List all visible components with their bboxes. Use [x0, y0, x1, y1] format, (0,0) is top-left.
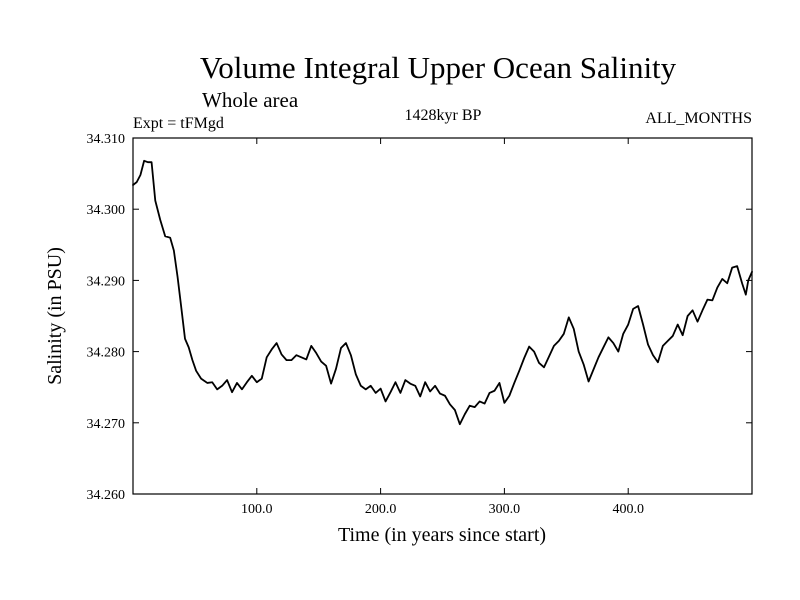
- x-tick-label: 400.0: [612, 502, 644, 517]
- chart-root: Volume Integral Upper Ocean Salinity Who…: [0, 0, 800, 600]
- x-tick-label: 300.0: [489, 502, 521, 517]
- x-axis-title: Time (in years since start): [338, 524, 546, 546]
- y-tick-label: 34.300: [87, 203, 126, 218]
- salinity-series-line: [133, 161, 752, 424]
- x-tick-label: 200.0: [365, 502, 397, 517]
- y-axis-title: Salinity (in PSU): [44, 247, 66, 385]
- y-axis-tick-labels: 34.260 34.270 34.280 34.290 34.300 34.310: [87, 132, 126, 503]
- period-label: 1428kyr BP: [405, 107, 482, 124]
- y-tick-label: 34.270: [87, 417, 126, 432]
- chart-title: Volume Integral Upper Ocean Salinity: [200, 50, 677, 85]
- y-axis-ticks: [133, 138, 752, 494]
- x-axis-ticks: [257, 138, 628, 494]
- y-tick-label: 34.280: [87, 346, 126, 361]
- chart-subtitle: Whole area: [202, 88, 299, 112]
- experiment-label: Expt = tFMgd: [133, 115, 224, 132]
- plot-frame: [133, 138, 752, 494]
- y-tick-label: 34.310: [87, 132, 126, 147]
- months-label: ALL_MONTHS: [645, 110, 752, 127]
- x-axis-tick-labels: 100.0 200.0 300.0 400.0: [241, 502, 644, 517]
- y-tick-label: 34.260: [87, 488, 126, 503]
- y-tick-label: 34.290: [87, 274, 126, 289]
- x-tick-label: 100.0: [241, 502, 273, 517]
